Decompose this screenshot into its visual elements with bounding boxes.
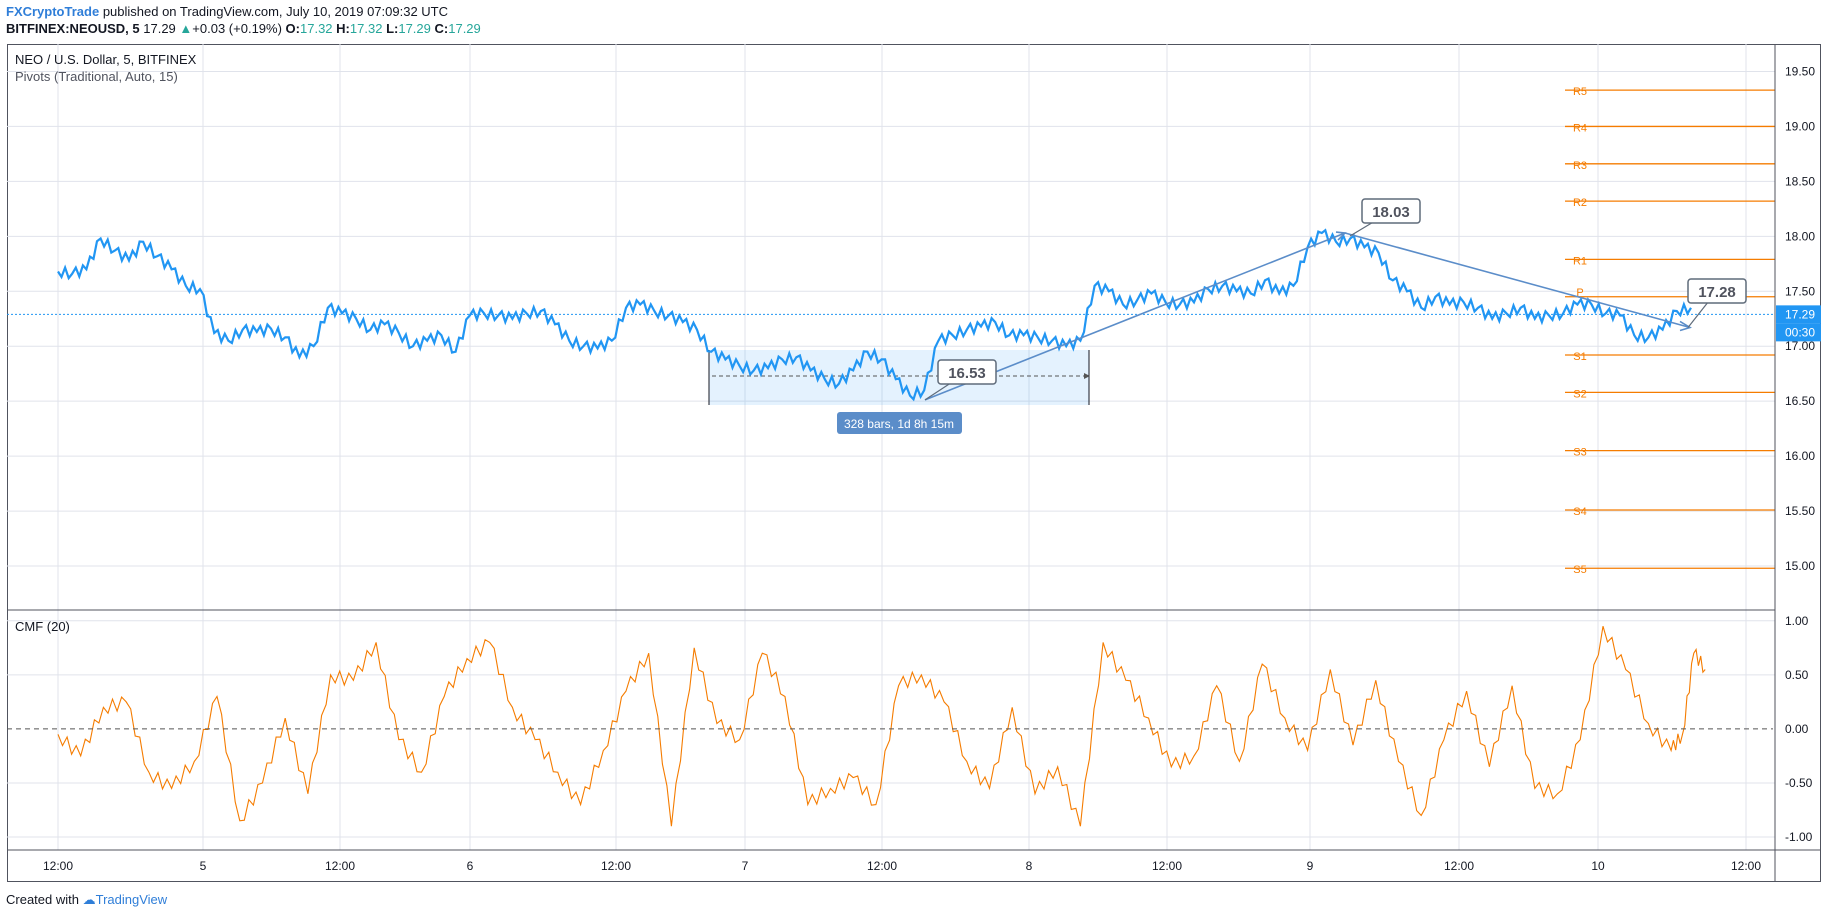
price-axis[interactable]: 15.00 15.50 16.00 16.50 17.00 17.50 18.00 18.50…: [1776, 64, 1821, 573]
price-series-line[interactable]: [57, 228, 1692, 402]
cmf-tick-label: 1.00: [1785, 614, 1809, 628]
low-label: L:: [386, 21, 399, 36]
pivot-label: R4: [1573, 122, 1587, 134]
ohlc-bar: BITFINEX:NEOUSD, 5 17.29 ▲+0.03 (+0.19%)…: [6, 21, 481, 36]
up-arrow-icon: ▲: [179, 21, 193, 36]
high-label: H:: [336, 21, 350, 36]
low-value: 17.29: [398, 21, 431, 36]
pivot-label: P: [1576, 287, 1583, 299]
pivot-label: R3: [1573, 160, 1587, 172]
y-tick-label: 16.50: [1785, 394, 1815, 408]
date-range-label: 328 bars, 1d 8h 15m: [844, 417, 954, 431]
symbol-label: BITFINEX:NEOUSD, 5: [6, 21, 140, 36]
cmf-tick-label: 0.00: [1785, 722, 1809, 736]
cmf-legend: CMF (20): [15, 619, 70, 634]
published-text: published on TradingView.com, July 10, 2…: [102, 4, 449, 19]
trend-down-arrowhead: [1679, 320, 1692, 332]
callout-low-label: 16.53: [948, 365, 986, 382]
x-tick-label: 10: [1591, 859, 1605, 873]
x-tick-label: 12:00: [1444, 859, 1474, 873]
author-link[interactable]: FXCryptoTrade: [6, 4, 100, 19]
x-tick-label: 12:00: [867, 859, 897, 873]
close-label: C:: [434, 21, 449, 36]
callout-last-label: 17.28: [1698, 284, 1736, 301]
cmf-tick-label: -1.00: [1785, 830, 1813, 844]
chart-frame: [7, 44, 1821, 882]
grid-lines: [7, 44, 1775, 850]
x-tick-label: 12:00: [325, 859, 355, 873]
pivot-label: R1: [1573, 255, 1587, 267]
high-value: 17.32: [349, 21, 383, 36]
change-text: +0.03 (+0.19%): [192, 21, 282, 36]
x-tick-label: 12:00: [43, 859, 73, 873]
cmf-axis[interactable]: -1.00 -0.50 0.00 0.50 1.00: [1785, 614, 1813, 844]
last-price-tag: [1776, 305, 1821, 324]
publish-info: FXCryptoTrade published on TradingView.c…: [6, 4, 448, 19]
price-callouts: 16.53 18.03 17.28: [924, 198, 1747, 401]
created-with-text: Created with: [6, 892, 79, 907]
footer: Created with ☁TradingView: [6, 892, 167, 908]
x-tick-label: 9: [1307, 859, 1314, 873]
last-price-tag-label: 17.29: [1785, 307, 1815, 321]
cmf-tick-label: 0.50: [1785, 668, 1809, 682]
y-tick-label: 16.00: [1785, 449, 1815, 463]
y-tick-label: 18.50: [1785, 174, 1815, 188]
x-tick-label: 12:00: [601, 859, 631, 873]
x-tick-label: 6: [467, 859, 474, 873]
y-tick-label: 15.50: [1785, 504, 1815, 518]
pivot-label: S3: [1573, 447, 1586, 459]
pivot-label: S1: [1573, 351, 1586, 363]
y-tick-label: 19.50: [1785, 64, 1815, 78]
pivot-levels: R5 R4 R3 R2 R1 P S1 S2 S3 S4 S5: [1565, 86, 1775, 576]
time-axis[interactable]: 12:00 5 12:00 6 12:00 7 12:00 8 12:00 9 12:00 10 12:…: [43, 859, 1761, 873]
tradingview-logo-icon: ☁: [82, 892, 96, 907]
callout-high-box: [1361, 198, 1421, 224]
tradingview-link[interactable]: TradingView: [95, 892, 168, 907]
pivots-legend: Pivots (Traditional, Auto, 15): [15, 69, 178, 84]
y-tick-label: 17.50: [1785, 284, 1815, 298]
open-value: 17.32: [300, 21, 333, 36]
date-range-label-box: [837, 412, 962, 434]
y-tick-label: 19.00: [1785, 119, 1815, 133]
pivot-label: S2: [1573, 388, 1586, 400]
x-tick-label: 12:00: [1731, 859, 1761, 873]
pivot-label: R2: [1573, 197, 1587, 209]
cmf-series-line[interactable]: [57, 626, 1706, 827]
x-tick-label: 12:00: [1152, 859, 1182, 873]
y-tick-label: 17.00: [1785, 339, 1815, 353]
pivot-label: S5: [1573, 564, 1586, 576]
callout-last-box: [1687, 278, 1747, 304]
callout-high-label: 18.03: [1372, 204, 1410, 221]
open-label: O:: [285, 21, 300, 36]
last-price: 17.29: [143, 21, 176, 36]
date-range-arrowhead: [1084, 373, 1090, 379]
y-tick-label: 15.00: [1785, 559, 1815, 573]
x-tick-label: 8: [1026, 859, 1033, 873]
chart-title: NEO / U.S. Dollar, 5, BITFINEX: [15, 52, 197, 67]
x-tick-label: 5: [200, 859, 207, 873]
pivot-label: R5: [1573, 86, 1587, 98]
callout-low-box: [937, 359, 997, 385]
cmf-tick-label: -0.50: [1785, 776, 1813, 790]
close-value: 17.29: [448, 21, 481, 36]
pivot-label: S4: [1573, 506, 1586, 518]
y-tick-label: 18.00: [1785, 229, 1815, 243]
countdown-tag: [1776, 323, 1821, 342]
trend-down-line: [1344, 232, 1691, 329]
x-tick-label: 7: [742, 859, 749, 873]
countdown-tag-label: 00:30: [1785, 325, 1815, 339]
